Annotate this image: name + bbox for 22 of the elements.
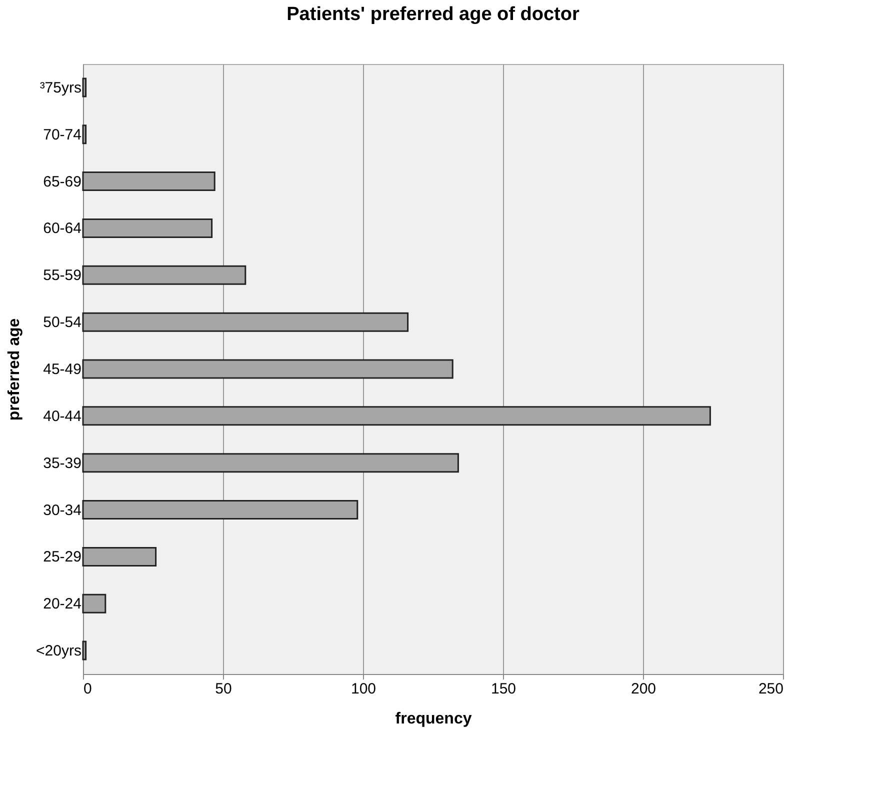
x-tick-label: 250 [758, 680, 784, 698]
y-tick-label: 70-74 [43, 126, 82, 144]
y-tick-label: 55-59 [43, 267, 82, 284]
x-tick-label: 100 [350, 680, 376, 698]
y-tick-label: 25-29 [43, 548, 82, 566]
x-tick-label: 200 [630, 680, 656, 698]
y-tick-label: 40-44 [43, 408, 82, 425]
y-axis-title: preferred age [6, 318, 24, 421]
x-tick-label: 150 [490, 680, 516, 698]
y-tick-label: 45-49 [43, 361, 82, 378]
y-tick-label: 60-64 [43, 220, 82, 238]
y-tick-label: 50-54 [43, 314, 82, 332]
y-tick-label: 20-24 [43, 596, 82, 613]
x-tick-label: 0 [84, 680, 92, 698]
y-tick-label: 35-39 [43, 454, 82, 472]
y-tick-label: <20yrs [36, 642, 82, 660]
y-tick-label: ³75yrs [40, 79, 82, 96]
x-tick-label: 50 [215, 680, 232, 698]
x-axis-title: frequency [395, 710, 472, 728]
chart-title: Patients' preferred age of doctor [286, 4, 580, 25]
y-tick-label: 65-69 [43, 173, 82, 190]
y-tick-label: 30-34 [43, 502, 82, 519]
